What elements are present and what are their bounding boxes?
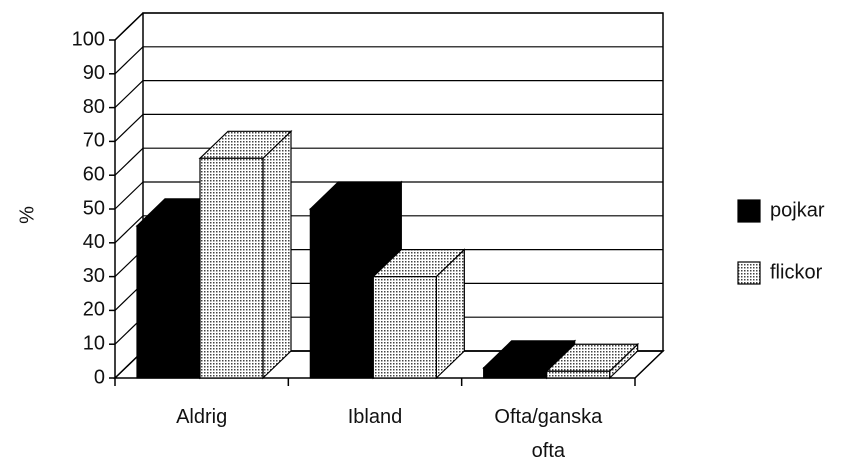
y-tick-label: 10	[83, 332, 105, 354]
bar-front	[372, 276, 437, 379]
y-tick-label: 40	[83, 231, 105, 253]
side-grid-line	[114, 113, 144, 142]
legend-label: pojkar	[770, 199, 825, 221]
legend-label: flickor	[770, 261, 823, 283]
side-grid-line	[114, 80, 144, 109]
y-tick-label: 70	[83, 130, 105, 152]
bar-front	[136, 225, 201, 379]
x-tick-label: Ibland	[347, 406, 403, 428]
bar	[545, 342, 640, 380]
side-grid-line	[114, 215, 144, 244]
bar-front	[483, 367, 548, 379]
bar-front	[199, 157, 264, 379]
side-grid-line	[114, 147, 144, 176]
y-tick-label: 60	[83, 163, 105, 185]
side-grid-line	[114, 46, 144, 75]
bar	[371, 248, 466, 380]
y-tick-label: 30	[83, 265, 105, 287]
bar-front	[309, 208, 374, 379]
y-tick-label: 100	[72, 28, 105, 50]
y-axis-label: %	[16, 206, 38, 224]
x-tick-label: Aldrig	[176, 406, 228, 428]
bar-side	[262, 129, 292, 380]
x-tick-label: Ofta/ganska ofta	[494, 406, 603, 462]
y-tick-label: 0	[94, 366, 105, 388]
legend-swatch	[737, 261, 761, 285]
legend-swatch	[737, 199, 761, 223]
y-tick-label: 50	[83, 197, 105, 219]
y-tick-label: 80	[83, 96, 105, 118]
y-tick-label: 20	[83, 299, 105, 321]
side-grid-line	[114, 12, 144, 41]
side-grid-line	[114, 181, 144, 210]
y-tick-label: 90	[83, 62, 105, 84]
bar-front	[546, 370, 611, 379]
bar	[198, 129, 293, 380]
